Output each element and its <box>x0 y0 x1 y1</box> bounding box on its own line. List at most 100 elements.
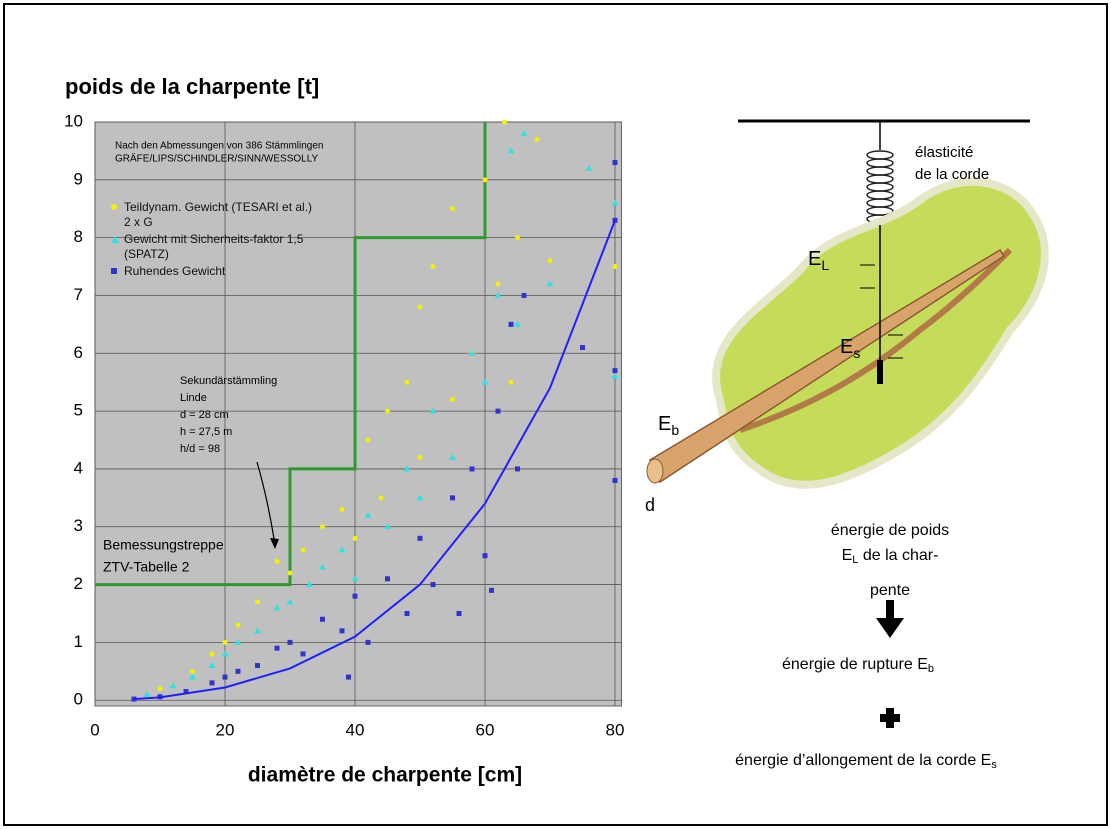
annotation: Nach den Abmessungen von 386 Stämmlingen <box>115 141 323 152</box>
y-tick-label: 0 <box>74 690 83 709</box>
point <box>509 322 514 327</box>
x-tick-label: 0 <box>90 720 99 739</box>
point <box>431 264 436 269</box>
annotation: d = 28 cm <box>180 409 229 421</box>
point <box>613 264 618 269</box>
point <box>613 368 618 373</box>
annotation: Linde <box>180 392 207 404</box>
rope-knot <box>877 360 883 384</box>
label: d <box>645 495 655 515</box>
arrow-down <box>876 600 904 638</box>
point <box>255 663 260 668</box>
point <box>470 466 475 471</box>
point <box>522 293 527 298</box>
y-tick-label: 10 <box>64 111 83 130</box>
point <box>320 617 325 622</box>
point <box>255 599 260 604</box>
point <box>353 594 358 599</box>
label: élasticité <box>915 144 973 161</box>
annotation: ZTV-Tabelle 2 <box>103 559 190 575</box>
label: b <box>928 663 934 675</box>
point <box>288 640 293 645</box>
label: E <box>658 413 671 435</box>
label: b <box>671 422 679 438</box>
point <box>275 559 280 564</box>
point <box>223 675 228 680</box>
label: de la corde <box>915 166 989 183</box>
legend-marker <box>111 236 119 243</box>
point <box>210 680 215 685</box>
branch-cut <box>647 459 663 483</box>
x-tick-label: 80 <box>606 720 625 739</box>
legend-marker <box>111 204 117 210</box>
point <box>450 206 455 211</box>
label: pente <box>870 582 910 599</box>
y-tick-label: 2 <box>74 574 83 593</box>
point <box>405 611 410 616</box>
point <box>580 345 585 350</box>
label: énergie de rupture Eb <box>782 656 934 675</box>
point <box>340 507 345 512</box>
point <box>385 576 390 581</box>
y-tick-label: 6 <box>74 343 83 362</box>
label: s <box>853 345 860 361</box>
legend-item: Ruhendes Gewicht <box>108 264 313 279</box>
y-tick-label: 7 <box>74 285 83 304</box>
point <box>320 524 325 529</box>
legend-marker <box>111 268 117 274</box>
legend-label: Ruhendes Gewicht <box>124 264 225 278</box>
annotation: Bemessungstreppe <box>103 537 224 553</box>
point <box>431 582 436 587</box>
point <box>210 651 215 656</box>
point <box>236 623 241 628</box>
x-tick-label: 40 <box>346 720 365 739</box>
point <box>418 305 423 310</box>
annotation: h = 27,5 m <box>180 426 232 438</box>
point <box>509 380 514 385</box>
point <box>535 137 540 142</box>
label: énergie de rupture E <box>782 656 928 673</box>
point <box>190 669 195 674</box>
point <box>340 628 345 633</box>
point <box>502 120 507 125</box>
chart-title: poids de la charpente [t] <box>65 74 319 99</box>
tree-diagram: élasticité de la corde EL Es Eb d énergi… <box>645 121 1045 771</box>
legend-item: Gewicht mit Sicherheits-faktor 1,5 (SPAT… <box>108 232 313 262</box>
annotation: GRÄFE/LIPS/SCHINDLER/SINN/WESSOLLY <box>115 153 319 165</box>
point <box>346 675 351 680</box>
point <box>515 466 520 471</box>
point <box>301 651 306 656</box>
label: énergie d’allongement de la corde E <box>735 752 991 769</box>
point <box>515 235 520 240</box>
point <box>236 669 241 674</box>
point <box>496 409 501 414</box>
legend-label: Gewicht mit Sicherheits-faktor 1,5 (SPAT… <box>124 232 303 261</box>
y-tick-label: 5 <box>74 401 83 420</box>
label: E <box>842 547 853 564</box>
y-tick-label: 9 <box>74 169 83 188</box>
point <box>457 611 462 616</box>
y-tick-label: 4 <box>74 458 83 477</box>
x-tick-label: 20 <box>216 720 235 739</box>
y-tick-label: 3 <box>74 516 83 535</box>
annotation: h/d = 98 <box>180 443 220 455</box>
point <box>366 438 371 443</box>
point <box>418 536 423 541</box>
annotation: Sekundärstämmling <box>180 375 277 387</box>
point <box>483 177 488 182</box>
label: E <box>840 336 853 358</box>
y-tick-label: 8 <box>74 227 83 246</box>
point <box>483 553 488 558</box>
label: EL de la char- <box>842 547 939 566</box>
label: énergie de poids <box>831 522 949 539</box>
label: E <box>808 248 821 270</box>
point <box>288 571 293 576</box>
label: de la char- <box>858 547 938 564</box>
point <box>158 686 163 691</box>
spring <box>867 151 893 223</box>
point <box>301 547 306 552</box>
point <box>450 495 455 500</box>
point <box>405 380 410 385</box>
point <box>223 640 228 645</box>
point <box>275 646 280 651</box>
